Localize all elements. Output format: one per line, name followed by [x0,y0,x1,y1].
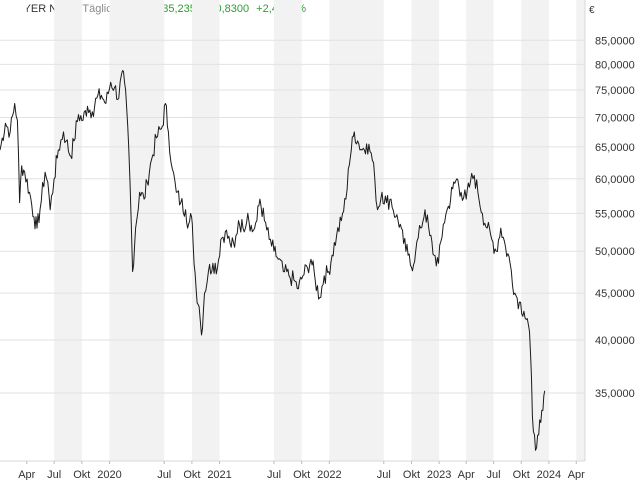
currency-label: € [589,5,595,16]
y-tick-label: 75,0000 [595,85,635,97]
x-tick-label: Jul [47,469,61,480]
x-tick-label: Okt [73,469,90,480]
x-tick-label: Apr [458,469,475,480]
y-tick-label: 55,0000 [595,208,635,220]
x-tick-label: Jul [487,469,501,480]
x-tick-label: Apr [18,469,35,480]
month-band [274,0,302,461]
month-band [466,0,494,461]
y-tick-label: 60,0000 [595,174,635,186]
month-band [521,0,549,461]
grid-lines [0,39,585,394]
y-tick-label: 85,0000 [595,35,635,47]
y-tick-label: 50,0000 [595,246,635,258]
x-tick-label: Jul [377,469,391,480]
x-tick-label: Okt [183,469,200,480]
y-tick-label: 40,0000 [595,335,635,347]
month-band [0,0,27,461]
x-tick-label: Okt [513,469,530,480]
y-tick-label: 35,0000 [595,388,635,400]
x-tick-label: Jul [267,469,281,480]
month-band [411,0,440,461]
y-axis: 35,0000 40,0000 45,0000 50,0000 55,0000 60,00… [595,35,635,400]
x-tick-label: 2023 [427,469,451,480]
month-band [54,0,82,461]
month-bands [0,0,585,461]
x-tick-label: 2024 [537,469,561,480]
y-tick-label: 80,0000 [595,59,635,71]
x-tick-label: Okt [403,469,420,480]
price-line [0,70,546,451]
x-axis: Apr Jul Okt 2020 Jul Okt 2021 Jul Okt 2022 Jul Okt 2… [18,461,585,480]
y-tick-label: 65,0000 [595,142,635,154]
x-tick-label: 2022 [317,469,341,480]
y-tick-label: 45,0000 [595,288,635,300]
x-tick-label: Apr [568,469,585,480]
x-tick-label: Jul [157,469,171,480]
month-band [109,0,165,461]
x-tick-label: Okt [293,469,310,480]
x-tick-label: 2020 [97,469,121,480]
y-tick-label: 70,0000 [595,112,635,124]
month-band [191,0,220,461]
x-tick-label: 2021 [207,469,231,480]
month-band [576,0,585,461]
